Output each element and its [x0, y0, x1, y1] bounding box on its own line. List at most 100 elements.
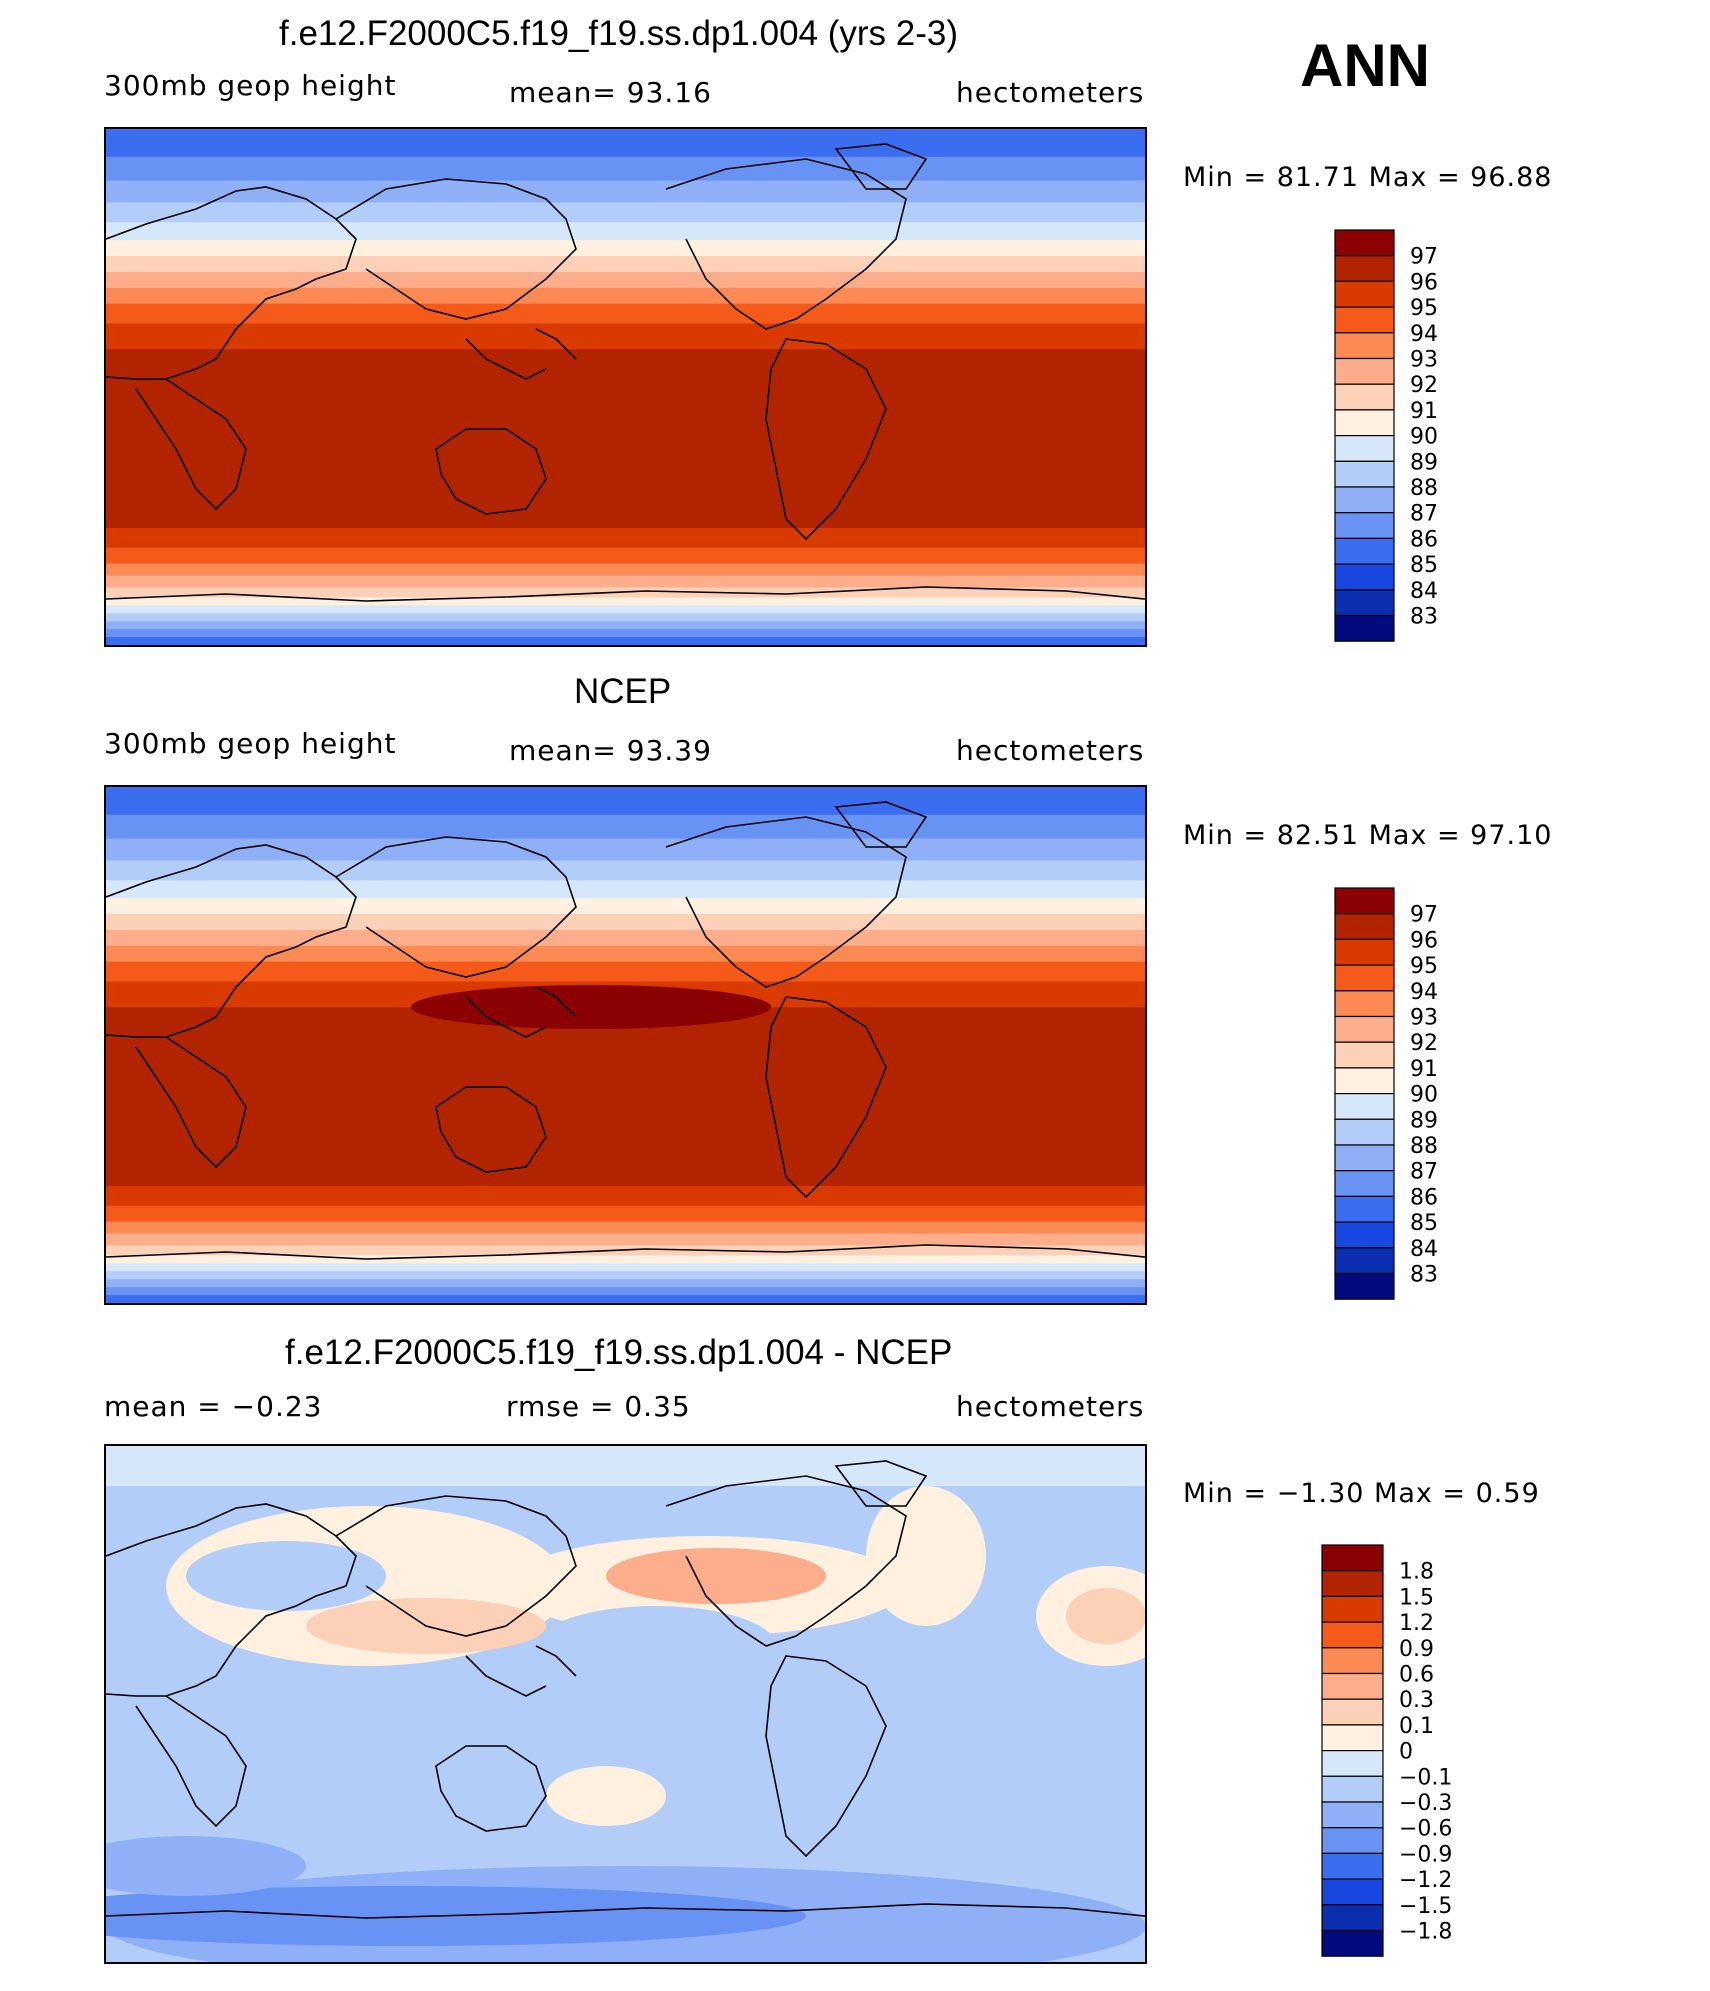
coastline: [106, 586, 1145, 602]
colorbar-label: −1.8: [1399, 1920, 1452, 1945]
contour-band: [106, 1233, 1145, 1247]
colorbar-swatch: [1321, 1801, 1384, 1829]
contour-band: [106, 1271, 1145, 1281]
colorbar-swatch: [1334, 1221, 1395, 1249]
colorbar-label: 88: [1410, 1134, 1438, 1159]
coastline: [535, 986, 577, 1018]
contour-band: [546, 1766, 666, 1826]
colorbar-label: 0: [1399, 1740, 1413, 1765]
colorbar-swatch: [1334, 964, 1395, 992]
contour-band: [106, 202, 1145, 224]
coastline: [765, 338, 887, 541]
diff-mean-label: mean = −0.23: [104, 1390, 323, 1423]
colorbar-swatch: [1334, 887, 1395, 915]
colorbar-label: 93: [1410, 348, 1438, 373]
diff-units-label: hectometers: [956, 1390, 1145, 1423]
contour-band: [106, 1836, 306, 1896]
contour-band: [106, 1446, 1145, 1486]
colorbar-label: 93: [1410, 1006, 1438, 1031]
colorbar-label: 88: [1410, 476, 1438, 501]
contour-band: [106, 914, 1145, 931]
coastline: [665, 816, 907, 988]
model-colorbar: 97 96 95 94 93 92 91 90 89 88 87 86 85 84 83: [1334, 229, 1475, 643]
contour-band: [106, 898, 1145, 916]
contour-band: [606, 1548, 826, 1604]
colorbar-label: 0.3: [1399, 1688, 1434, 1713]
colorbar-label: 87: [1410, 1160, 1438, 1185]
diff-map: [104, 1444, 1147, 1964]
colorbar-label: 96: [1410, 270, 1438, 295]
coastline: [665, 158, 907, 330]
colorbar-label: 0.6: [1399, 1663, 1434, 1688]
coastline: [834, 143, 928, 190]
colorbar-swatch: [1334, 1272, 1395, 1300]
contour-band: [106, 180, 1145, 204]
coastline: [106, 1244, 1145, 1260]
colorbar-swatch: [1334, 512, 1395, 540]
colorbar-swatch: [1334, 306, 1395, 334]
colorbar-swatch: [1321, 1570, 1384, 1598]
colorbar-swatch: [1334, 1067, 1395, 1095]
colorbar-swatch: [1334, 614, 1395, 642]
colorbar-label: 89: [1410, 450, 1438, 475]
colorbar-label: 92: [1410, 373, 1438, 398]
colorbar-label: 0.9: [1399, 1637, 1434, 1662]
colorbar-swatch: [1321, 1929, 1384, 1957]
contour-band: [726, 1696, 1086, 1836]
contour-band: [106, 838, 1145, 862]
colorbar-swatch: [1334, 435, 1395, 462]
contour-band: [106, 547, 1145, 565]
contour-band: [106, 613, 1145, 623]
colorbar-swatch: [1334, 255, 1395, 283]
colorbar-label: 91: [1410, 1057, 1438, 1082]
model-mean-label: mean= 93.16: [509, 76, 712, 109]
colorbar-swatch: [1321, 1544, 1384, 1572]
colorbar-label: 95: [1410, 296, 1438, 321]
colorbar-label: 84: [1410, 579, 1438, 604]
colorbar-label: 97: [1410, 903, 1438, 928]
coastline: [135, 1695, 247, 1828]
contour-band: [106, 323, 1145, 351]
contour-band: [106, 945, 1145, 963]
coastline: [465, 1655, 547, 1697]
coastline: [435, 428, 547, 515]
colorbar-label: 92: [1410, 1031, 1438, 1056]
colorbar-swatch: [1334, 537, 1395, 565]
colorbar-label: 83: [1410, 605, 1438, 630]
obs-map: [104, 785, 1147, 1305]
contour-band: [106, 1279, 1145, 1289]
colorbar-swatch: [1334, 913, 1395, 941]
colorbar-swatch: [1321, 1827, 1384, 1855]
colorbar-swatch: [1321, 1904, 1384, 1932]
obs-variable-label: 300mb geop height: [104, 727, 397, 760]
contour-band: [106, 814, 1145, 840]
contour-band: [106, 961, 1145, 983]
colorbar-label: 86: [1410, 1185, 1438, 1210]
colorbar-swatch: [1334, 1247, 1395, 1275]
coastline: [106, 1503, 357, 1697]
colorbar-label: 91: [1410, 399, 1438, 424]
contour-band: [106, 1263, 1145, 1273]
coastline: [765, 996, 887, 1199]
contour-band: [106, 575, 1145, 589]
contour-band: [411, 985, 771, 1029]
colorbar-swatch: [1334, 1041, 1395, 1069]
colorbar-label: 85: [1410, 1211, 1438, 1236]
model-units-label: hectometers: [956, 76, 1145, 109]
contour-band: [866, 1486, 986, 1626]
contour-band: [106, 240, 1145, 258]
coastline: [106, 186, 357, 380]
contour-band: [106, 527, 1145, 549]
obs-units-label: hectometers: [956, 734, 1145, 767]
colorbar-label: 96: [1410, 928, 1438, 953]
colorbar-swatch: [1334, 229, 1395, 257]
colorbar-swatch: [1321, 1621, 1384, 1649]
colorbar-label: 97: [1410, 245, 1438, 270]
colorbar-swatch: [1334, 357, 1395, 385]
contour-band: [106, 1287, 1145, 1297]
contour-band: [106, 1007, 1145, 1187]
coastline: [106, 844, 357, 1038]
colorbar-label: 94: [1410, 980, 1438, 1005]
model-map: [104, 127, 1147, 647]
colorbar-swatch: [1334, 280, 1395, 308]
